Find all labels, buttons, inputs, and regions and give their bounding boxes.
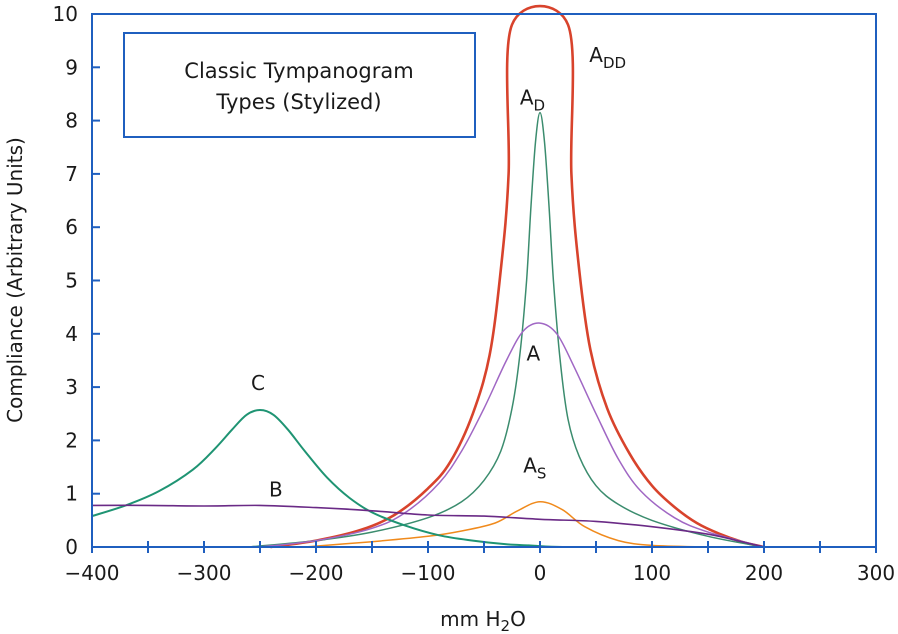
tick-layer [91,13,877,553]
series-label-subscript: DD [603,54,626,72]
chart-title-line-2: Types (Stylized) [215,90,381,114]
series-label-main: A [520,86,534,110]
series-label-as: AS [523,453,546,482]
series-curve-as [304,500,709,548]
title-box-border [123,32,476,138]
y-tick-label: 2 [65,428,78,452]
series-label-b: B [269,477,283,501]
x-tick-label: 0 [534,561,547,585]
series-label-add: ADD [589,43,626,72]
chart-title-line-1: Classic Tympanogram [184,59,413,83]
chart-title-box: Classic Tympanogram Types (Stylized) [123,32,476,138]
y-tick-label: 9 [65,55,78,79]
x-tick-label: 200 [745,561,783,585]
series-label-main: C [251,371,265,395]
series-curve-add [269,4,766,549]
series-curve-b [91,504,765,548]
y-tick-label: 8 [65,109,78,133]
series-label-main: A [523,453,537,477]
x-tick-label: −400 [65,561,120,585]
x-tick-label: −200 [289,561,344,585]
series-label-ad: AD [520,86,545,115]
curve-layer [91,4,766,549]
y-tick-label: 1 [65,482,78,506]
series-curve-c [91,409,564,548]
series-label-subscript: D [534,97,546,115]
series-curve-ad [248,111,765,548]
x-axis-title-tail: O [510,607,526,631]
y-axis-title: Compliance (Arbitrary Units) [3,137,27,423]
y-tick-label: 0 [65,535,78,559]
y-tick-label: 4 [65,322,78,346]
y-tick-label: 7 [65,162,78,186]
series-label-main: A [589,43,603,67]
tick-label-layer: −400 −300 −200 −100 0 100 200 300 0 1 2 3 4 5 6 7 8 9 10 [53,2,896,585]
series-label-main: A [527,341,541,365]
series-label-main: B [269,477,283,501]
x-tick-label: −300 [177,561,232,585]
series-label-a: A [527,341,541,365]
x-tick-label: 300 [857,561,895,585]
x-axis-title: mm H2O [440,607,526,634]
y-tick-label: 5 [65,269,78,293]
series-curve-a [259,322,765,548]
y-tick-label: 10 [53,2,78,26]
x-tick-label: −100 [401,561,456,585]
x-axis-title-main: mm H [440,607,500,631]
series-label-subscript: S [537,464,547,482]
x-axis-title-subscript: 2 [501,617,511,634]
x-tick-label: 100 [633,561,671,585]
y-tick-label: 6 [65,215,78,239]
series-label-c: C [251,371,265,395]
y-tick-label: 3 [65,375,78,399]
